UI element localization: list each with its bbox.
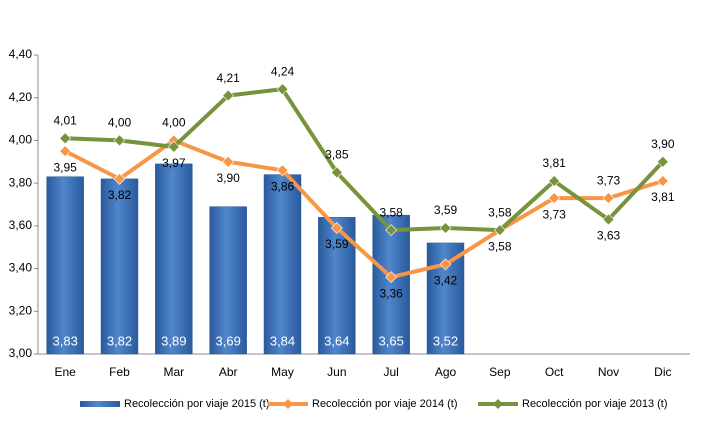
marker [59, 132, 72, 145]
data-label: 4,00 [108, 116, 132, 130]
x-tick-label: Oct [545, 365, 564, 379]
data-label: 3,73 [597, 173, 621, 187]
data-label: 4,24 [271, 64, 295, 78]
y-tick-label: 3,80 [9, 175, 33, 189]
bar [263, 174, 302, 355]
marker [385, 224, 398, 237]
bar-value-label: 3,84 [270, 333, 295, 348]
x-tick-label: Feb [109, 365, 130, 379]
bar-value-label: 3,83 [53, 333, 78, 348]
data-label: 3,90 [651, 137, 675, 151]
data-label: 3,81 [542, 156, 566, 170]
marker [439, 222, 452, 234]
bar-value-label: 3,64 [324, 333, 349, 348]
bar [46, 176, 84, 355]
bar [372, 214, 410, 355]
line [65, 87, 665, 233]
x-tick-label: Jun [327, 365, 346, 379]
x-tick-label: Mar [163, 365, 184, 379]
bar-value-label: 3,69 [216, 333, 241, 348]
x-tick-label: Nov [598, 365, 619, 379]
data-label: 4,21 [216, 71, 240, 85]
y-tick-label: 3,40 [9, 261, 33, 275]
marker [656, 175, 669, 187]
marker [656, 155, 669, 168]
bar [209, 206, 247, 355]
data-label: 3,59 [434, 203, 458, 217]
legend-label: Recolección por viaje 2013 (t) [522, 398, 668, 410]
marker [276, 164, 289, 177]
marker [548, 175, 561, 187]
bar-value-label: 3,65 [379, 333, 404, 348]
marker [602, 213, 615, 226]
bar-value-label: 3,82 [107, 333, 132, 348]
x-tick-label: Ago [435, 365, 457, 379]
bar [155, 163, 193, 355]
x-tick-label: Dic [654, 365, 671, 379]
data-label: 4,01 [53, 113, 77, 127]
legend-marker [493, 399, 503, 409]
y-tick-label: 3,60 [9, 218, 33, 232]
data-label: 4,00 [162, 116, 186, 130]
y-tick-label: 3,00 [9, 346, 33, 360]
x-tick-label: Sep [489, 365, 511, 379]
data-label: 3,73 [542, 207, 566, 221]
legend-marker [283, 399, 293, 409]
marker [602, 192, 615, 205]
data-label: 3,58 [488, 205, 512, 219]
bar [100, 178, 139, 355]
x-tick-label: Jul [383, 365, 398, 379]
x-tick-label: Ene [54, 365, 76, 379]
legend-label: Recolección por viaje 2015 (t) [124, 398, 270, 410]
data-label: 3,95 [53, 160, 77, 174]
marker [222, 89, 235, 102]
marker [222, 155, 235, 168]
marker [113, 172, 126, 185]
y-tick-label: 3,20 [9, 303, 33, 317]
marker [59, 145, 72, 158]
marker [113, 134, 126, 147]
x-tick-label: May [271, 365, 294, 379]
x-tick-label: Abr [219, 365, 238, 379]
data-label: 3,63 [597, 229, 621, 243]
data-label: 3,58 [379, 205, 403, 219]
data-label: 3,85 [325, 148, 349, 162]
data-label: 3,58 [488, 239, 512, 253]
marker [385, 271, 398, 284]
marker [330, 222, 343, 234]
legend-swatch [80, 401, 120, 407]
marker [493, 224, 506, 237]
data-label: 3,36 [379, 286, 403, 300]
data-label: 3,59 [325, 237, 349, 251]
bar-value-label: 3,89 [161, 333, 186, 348]
marker [330, 166, 343, 179]
marker [276, 83, 289, 96]
bar [426, 242, 465, 355]
data-label: 3,81 [651, 190, 675, 204]
data-label: 3,82 [108, 188, 132, 202]
data-label: 3,86 [271, 180, 295, 194]
bar-value-label: 3,52 [433, 333, 458, 348]
y-tick-label: 4,40 [9, 47, 33, 61]
data-label: 3,90 [216, 171, 240, 185]
marker [439, 258, 452, 271]
line [64, 138, 664, 280]
marker [548, 192, 561, 205]
marker [167, 140, 180, 153]
y-tick-label: 4,00 [9, 133, 33, 147]
data-label: 3,97 [162, 156, 186, 170]
data-label: 3,42 [434, 273, 458, 287]
y-tick-label: 4,20 [9, 90, 33, 104]
legend-label: Recolección por viaje 2014 (t) [312, 398, 458, 410]
